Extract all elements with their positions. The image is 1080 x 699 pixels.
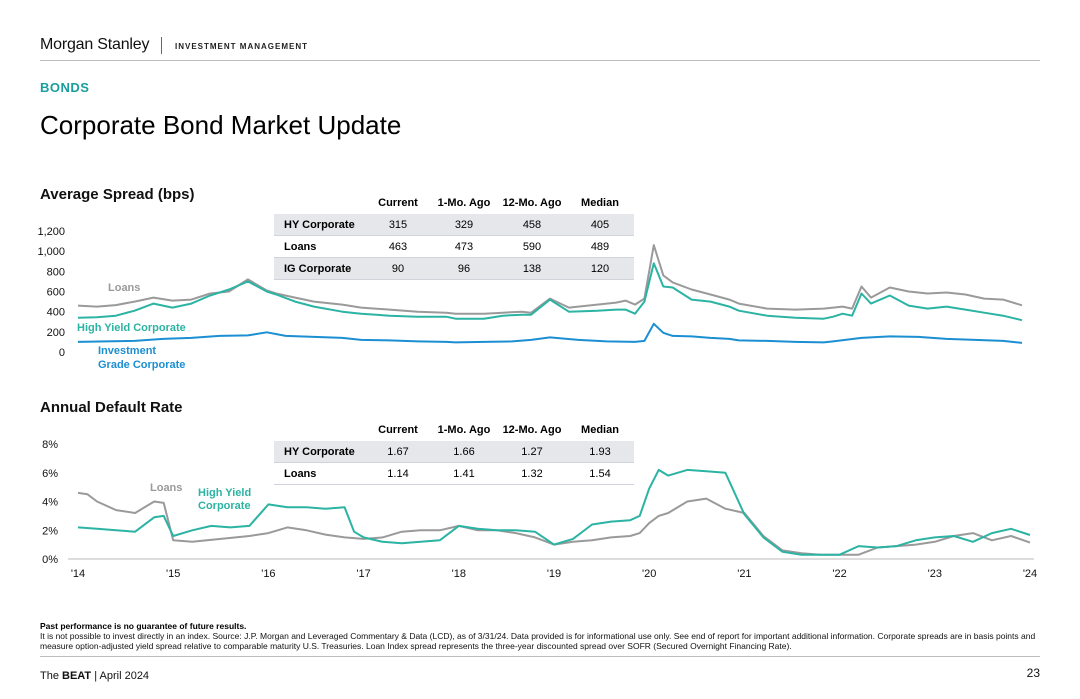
x-tick-label: '17 — [356, 568, 370, 580]
y-tick-label: 8% — [42, 439, 58, 451]
x-tick-label: '16 — [261, 568, 275, 580]
y-tick-label: 1,000 — [37, 246, 65, 258]
x-tick-label: '24 — [1023, 568, 1037, 580]
y-tick-label: 400 — [47, 307, 65, 319]
x-tick-label: '21 — [737, 568, 751, 580]
y-tick-label: 200 — [47, 327, 65, 339]
spread-chart-title: Average Spread (bps) — [40, 186, 195, 203]
report-label: The BEAT | April 2024 — [40, 670, 149, 682]
brand-logo: Morgan Stanley — [40, 36, 150, 53]
cell: 1.41 — [453, 467, 475, 480]
series-label-hy: High Yield Corporate — [77, 322, 186, 334]
page-number: 23 — [1026, 666, 1040, 680]
cell: 96 — [430, 257, 498, 280]
cell: 329 — [430, 214, 498, 236]
column-header: Median — [581, 197, 619, 209]
default-series-lines — [77, 468, 1031, 556]
series-line-loans — [77, 244, 1023, 315]
column-header: 12-Mo. Ago — [502, 424, 562, 436]
column-header: Current — [378, 197, 418, 209]
row-label: IG Corporate — [274, 257, 366, 280]
report-date: | April 2024 — [91, 670, 150, 682]
table-row: IG Corporate 90 96 138 120 — [274, 257, 634, 280]
x-tick-label: '22 — [832, 568, 846, 580]
table-row: Loans 1.14 1.41 1.32 1.54 — [274, 463, 634, 485]
footer-rule — [40, 656, 1040, 657]
report-name: BEAT — [62, 670, 92, 682]
disclaimer-bold: Past performance is no guarantee of futu… — [40, 621, 247, 631]
cell: 590 — [522, 240, 542, 253]
y-tick-label: 0% — [42, 554, 58, 566]
series-label-ig-line1: Investment — [98, 345, 156, 357]
cell: 1.14 — [387, 467, 409, 480]
cell: 120 — [566, 257, 634, 280]
brand-subtitle: INVESTMENT MANAGEMENT — [175, 42, 308, 51]
cell: 473 — [454, 240, 474, 253]
y-tick-label: 1,200 — [37, 226, 65, 238]
cell: 405 — [566, 214, 634, 236]
row-label: HY Corporate — [274, 214, 366, 236]
default-chart-title: Annual Default Rate — [40, 399, 183, 416]
x-tick-label: '14 — [71, 568, 85, 580]
column-header: 12-Mo. Ago — [502, 197, 562, 209]
column-header: 1-Mo. Ago — [437, 197, 491, 209]
cell: 489 — [590, 240, 610, 253]
row-label: HY Corporate — [274, 441, 366, 463]
spread-table-header: Current 1-Mo. Ago 12-Mo. Ago Median — [274, 192, 634, 214]
column-header: Median — [581, 424, 619, 436]
table-row: HY Corporate 315 329 458 405 — [274, 214, 634, 236]
x-tick-label: '23 — [928, 568, 942, 580]
spread-table: Current 1-Mo. Ago 12-Mo. Ago Median HY C… — [274, 192, 634, 280]
column-header: 1-Mo. Ago — [437, 424, 491, 436]
cell: 1.27 — [498, 441, 566, 463]
cell: 1.32 — [521, 467, 543, 480]
cell: 90 — [366, 257, 430, 280]
series-label-hy-default-line1: High Yield — [198, 487, 251, 499]
series-line-high-yield-corporate — [77, 468, 1031, 556]
y-tick-label: 2% — [42, 525, 58, 537]
series-line-investment-grade-corporate — [77, 322, 1023, 344]
series-label-hy-default-line2: Corporate — [198, 500, 251, 512]
disclaimer-text: It is not possible to invest directly in… — [40, 631, 1036, 651]
section-kicker: BONDS — [40, 80, 90, 95]
default-table: Current 1-Mo. Ago 12-Mo. Ago Median HY C… — [274, 419, 634, 485]
x-tick-label: '19 — [547, 568, 561, 580]
report-prefix: The — [40, 670, 63, 682]
y-tick-label: 0 — [59, 347, 65, 359]
y-tick-label: 6% — [42, 468, 58, 480]
x-tick-label: '15 — [166, 568, 180, 580]
default-table-header: Current 1-Mo. Ago 12-Mo. Ago Median — [274, 419, 634, 441]
series-line-loans — [77, 491, 1031, 556]
series-line-high-yield-corporate — [77, 262, 1023, 322]
x-tick-label: '20 — [642, 568, 656, 580]
y-tick-label: 800 — [47, 266, 65, 278]
y-tick-label: 600 — [47, 287, 65, 299]
default-y-axis: 0% 2% 4% 6% 8% — [42, 439, 58, 566]
y-tick-label: 4% — [42, 497, 58, 509]
header-rule — [40, 60, 1040, 61]
x-tick-label: '18 — [452, 568, 466, 580]
cell: 1.66 — [430, 441, 498, 463]
cell: 138 — [498, 257, 566, 280]
table-row: HY Corporate 1.67 1.66 1.27 1.93 — [274, 441, 634, 463]
column-header: Current — [378, 424, 418, 436]
cell: 1.67 — [366, 441, 430, 463]
series-label-loans: Loans — [108, 282, 140, 294]
cell: 1.93 — [566, 441, 634, 463]
series-label-ig-line2: Grade Corporate — [98, 359, 185, 371]
series-label-loans-default: Loans — [150, 482, 182, 494]
cell: 458 — [498, 214, 566, 236]
cell: 1.54 — [589, 467, 611, 480]
table-row: Loans 463 473 590 489 — [274, 236, 634, 258]
page-title: Corporate Bond Market Update — [40, 110, 402, 140]
spread-y-axis: 0 200 400 600 800 1,000 1,200 — [37, 226, 65, 359]
cell: 315 — [366, 214, 430, 236]
spread-series-lines — [77, 244, 1023, 344]
row-label: Loans — [284, 467, 317, 480]
row-label: Loans — [284, 240, 317, 253]
brand-divider — [161, 37, 162, 54]
cell: 463 — [388, 240, 408, 253]
default-x-axis: '14 '15 '16 '17 '18 '19 '20 '21 '22 '23 '24 — [71, 568, 1037, 580]
